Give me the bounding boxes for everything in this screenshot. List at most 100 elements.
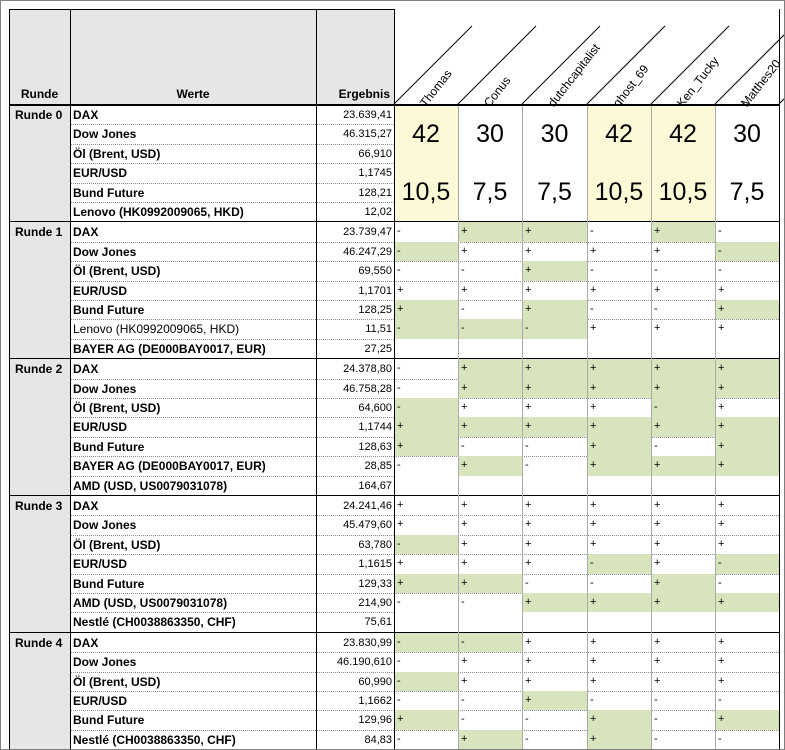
prediction-cell[interactable]: + [590, 322, 597, 335]
prediction-cell[interactable]: + [654, 635, 661, 648]
prediction-cell[interactable]: + [458, 417, 522, 437]
prediction-cell[interactable]: + [654, 557, 661, 570]
prediction-cell[interactable]: + [461, 244, 468, 257]
prediction-cell[interactable]: + [651, 456, 715, 476]
prediction-cell[interactable]: + [651, 378, 715, 398]
prediction-cell[interactable]: + [587, 359, 651, 379]
prediction-cell[interactable]: + [587, 417, 651, 437]
prediction-cell[interactable]: + [654, 244, 661, 257]
prediction-cell[interactable]: - [397, 459, 401, 472]
prediction-cell[interactable]: - [525, 713, 529, 726]
prediction-cell[interactable]: + [718, 499, 725, 511]
prediction-cell[interactable]: + [651, 593, 715, 613]
prediction-cell[interactable]: + [522, 300, 587, 320]
prediction-cell[interactable]: - [522, 319, 587, 339]
prediction-cell[interactable]: + [654, 322, 661, 335]
header-runde[interactable]: Runde [9, 87, 70, 103]
prediction-cell[interactable]: - [461, 596, 465, 608]
prediction-cell[interactable]: + [394, 417, 458, 437]
prediction-cell[interactable]: + [458, 359, 522, 379]
prediction-cell[interactable]: - [394, 671, 458, 691]
prediction-cell[interactable]: + [715, 710, 779, 730]
prediction-cell[interactable]: - [397, 381, 401, 394]
prediction-cell[interactable]: - [654, 439, 658, 452]
prediction-cell[interactable]: + [654, 499, 661, 511]
prediction-cell[interactable]: - [718, 576, 722, 589]
prediction-cell[interactable]: + [397, 499, 404, 511]
prediction-cell[interactable]: + [590, 283, 597, 296]
prediction-cell[interactable]: + [525, 283, 532, 296]
prediction-cell[interactable]: + [718, 283, 725, 296]
prediction-cell[interactable]: - [461, 713, 465, 726]
prediction-cell[interactable]: - [397, 362, 401, 375]
prediction-cell[interactable]: + [587, 436, 651, 457]
prediction-cell[interactable]: + [525, 401, 532, 413]
prediction-cell[interactable]: + [718, 322, 725, 335]
prediction-cell[interactable]: - [525, 576, 529, 589]
prediction-cell[interactable]: + [590, 674, 597, 687]
prediction-cell[interactable]: + [654, 655, 661, 668]
prediction-cell[interactable]: + [654, 537, 661, 550]
prediction-cell[interactable]: + [654, 283, 661, 296]
prediction-cell[interactable]: + [718, 635, 725, 648]
prediction-cell[interactable]: - [718, 694, 722, 706]
prediction-cell[interactable]: - [587, 554, 651, 574]
prediction-cell[interactable]: - [654, 713, 658, 726]
prediction-cell[interactable]: + [461, 499, 468, 511]
prediction-cell[interactable]: - [654, 732, 658, 745]
prediction-cell[interactable]: - [461, 303, 465, 315]
prediction-cell[interactable]: - [458, 319, 522, 339]
prediction-cell[interactable]: + [522, 417, 587, 437]
prediction-cell[interactable]: - [397, 264, 401, 277]
prediction-cell[interactable]: + [525, 557, 532, 570]
prediction-cell[interactable]: + [715, 300, 779, 320]
prediction-cell[interactable]: + [718, 518, 725, 531]
prediction-cell[interactable]: + [522, 378, 587, 398]
prediction-cell[interactable]: + [651, 573, 715, 593]
prediction-cell[interactable]: + [397, 283, 404, 296]
prediction-cell[interactable]: + [397, 557, 404, 570]
prediction-cell[interactable]: - [461, 264, 465, 277]
prediction-cell[interactable]: + [590, 537, 597, 550]
prediction-cell[interactable]: + [651, 222, 715, 242]
prediction-cell[interactable]: + [715, 436, 779, 457]
prediction-cell[interactable]: + [458, 729, 522, 749]
prediction-cell[interactable]: + [525, 674, 532, 687]
prediction-cell[interactable]: - [654, 303, 658, 315]
prediction-cell[interactable]: + [654, 518, 661, 531]
prediction-cell[interactable]: + [461, 557, 468, 570]
prediction-cell[interactable]: - [394, 241, 458, 262]
prediction-cell[interactable]: + [461, 518, 468, 531]
prediction-cell[interactable]: + [461, 674, 468, 687]
prediction-cell[interactable]: + [458, 378, 522, 398]
prediction-cell[interactable]: + [715, 417, 779, 437]
prediction-cell[interactable]: + [461, 537, 468, 550]
prediction-cell[interactable]: + [718, 401, 725, 413]
prediction-cell[interactable]: + [590, 655, 597, 668]
prediction-cell[interactable]: - [394, 319, 458, 339]
prediction-cell[interactable]: - [590, 694, 594, 706]
prediction-cell[interactable]: + [525, 518, 532, 531]
prediction-cell[interactable]: + [587, 593, 651, 613]
prediction-cell[interactable]: - [590, 225, 594, 238]
prediction-cell[interactable]: + [394, 300, 458, 320]
prediction-cell[interactable]: - [654, 264, 658, 277]
prediction-cell[interactable]: + [587, 456, 651, 476]
prediction-cell[interactable]: - [590, 576, 594, 589]
prediction-cell[interactable]: - [461, 694, 465, 706]
prediction-cell[interactable]: - [590, 303, 594, 315]
prediction-cell[interactable]: + [525, 655, 532, 668]
prediction-cell[interactable]: - [394, 632, 458, 653]
prediction-cell[interactable]: - [397, 655, 401, 668]
prediction-cell[interactable]: + [715, 378, 779, 398]
prediction-cell[interactable]: + [587, 710, 651, 730]
prediction-cell[interactable]: + [525, 499, 532, 511]
prediction-cell[interactable]: - [458, 632, 522, 653]
prediction-cell[interactable]: - [715, 241, 779, 262]
prediction-cell[interactable]: + [458, 456, 522, 476]
prediction-cell[interactable]: + [394, 710, 458, 730]
prediction-cell[interactable]: + [590, 244, 597, 257]
prediction-cell[interactable]: + [525, 537, 532, 550]
prediction-cell[interactable]: - [397, 694, 401, 706]
prediction-cell[interactable]: - [525, 439, 529, 452]
